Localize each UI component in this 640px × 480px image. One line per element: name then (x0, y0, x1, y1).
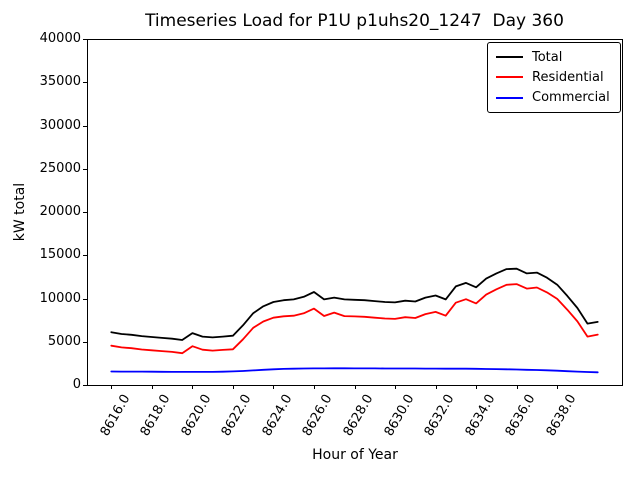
legend-swatch-residential-line (496, 76, 523, 79)
axis-ticks (83, 39, 558, 389)
y-tick-label: 10000 (39, 290, 81, 306)
legend-item-commercial: Commercial (496, 90, 612, 105)
y-tick-label: 40000 (39, 31, 81, 46)
x-axis-label: Hour of Year (312, 447, 398, 463)
legend-item-total: Total (496, 50, 612, 65)
y-tick-label: 25000 (39, 160, 81, 176)
y-tick-label: 20000 (39, 204, 81, 219)
y-tick-label: 5000 (47, 333, 81, 349)
legend-item-residential: Residential (496, 70, 612, 85)
chart-title: Timeseries Load for P1U p1uhs20_1247 Day… (145, 11, 564, 31)
legend-label-commercial: Commercial (532, 90, 610, 106)
y-tick-label: 35000 (39, 74, 81, 90)
legend-swatch-total-line (496, 56, 523, 59)
y-tick-label: 0 (72, 377, 81, 392)
y-tick-label: 15000 (39, 247, 81, 263)
series-line-commercial (110, 367, 599, 374)
legend-label-residential: Residential (532, 69, 604, 85)
series-line-residential (110, 283, 599, 355)
legend: Total Residential Commercial (487, 42, 621, 113)
legend-label-total: Total (532, 49, 563, 65)
y-tick-label: 30000 (39, 117, 81, 133)
legend-swatch-commercial-line (496, 96, 523, 99)
series-line-total (110, 267, 599, 341)
